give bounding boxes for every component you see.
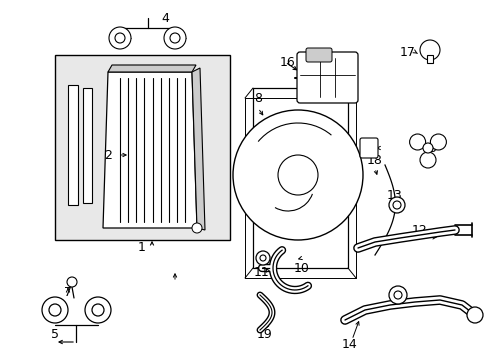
- Circle shape: [42, 297, 68, 323]
- Circle shape: [170, 33, 180, 43]
- Circle shape: [92, 304, 104, 316]
- Circle shape: [163, 27, 185, 49]
- Polygon shape: [192, 68, 204, 230]
- FancyBboxPatch shape: [359, 138, 377, 158]
- Circle shape: [232, 110, 362, 240]
- Circle shape: [49, 304, 61, 316]
- Text: 16: 16: [280, 55, 295, 68]
- Circle shape: [388, 197, 404, 213]
- Text: 19: 19: [257, 328, 272, 342]
- Text: 13: 13: [386, 189, 402, 202]
- Circle shape: [278, 155, 317, 195]
- Bar: [252, 88, 347, 268]
- Circle shape: [260, 255, 265, 261]
- Text: 1: 1: [138, 240, 145, 253]
- FancyBboxPatch shape: [305, 48, 331, 62]
- Text: 8: 8: [253, 91, 262, 104]
- FancyBboxPatch shape: [296, 52, 357, 103]
- Circle shape: [192, 223, 202, 233]
- Text: 4: 4: [161, 12, 168, 24]
- Circle shape: [256, 251, 269, 265]
- Text: 17: 17: [399, 45, 415, 59]
- Polygon shape: [103, 72, 197, 228]
- Text: 5: 5: [51, 328, 59, 342]
- Text: 2: 2: [104, 149, 112, 162]
- Text: 10: 10: [293, 261, 309, 274]
- Circle shape: [388, 286, 406, 304]
- Circle shape: [429, 134, 446, 150]
- Circle shape: [67, 277, 77, 287]
- Text: 11: 11: [254, 266, 269, 279]
- Circle shape: [409, 134, 425, 150]
- Polygon shape: [108, 65, 196, 72]
- Circle shape: [392, 201, 400, 209]
- Circle shape: [419, 40, 439, 60]
- Bar: [55, 55, 229, 240]
- Text: 7: 7: [64, 285, 72, 298]
- Circle shape: [466, 307, 482, 323]
- Circle shape: [422, 143, 432, 153]
- Text: 12: 12: [411, 224, 427, 237]
- Bar: [426, 55, 432, 63]
- Text: 3: 3: [427, 141, 435, 154]
- Text: 9: 9: [366, 141, 373, 154]
- Text: 18: 18: [366, 153, 382, 166]
- Circle shape: [109, 27, 131, 49]
- Circle shape: [393, 291, 401, 299]
- Text: 15: 15: [391, 288, 407, 302]
- Circle shape: [85, 297, 111, 323]
- Text: 14: 14: [342, 338, 357, 351]
- Circle shape: [115, 33, 125, 43]
- Bar: [68, 85, 78, 205]
- Circle shape: [419, 152, 435, 168]
- Bar: [83, 88, 92, 203]
- Text: 6: 6: [91, 302, 99, 315]
